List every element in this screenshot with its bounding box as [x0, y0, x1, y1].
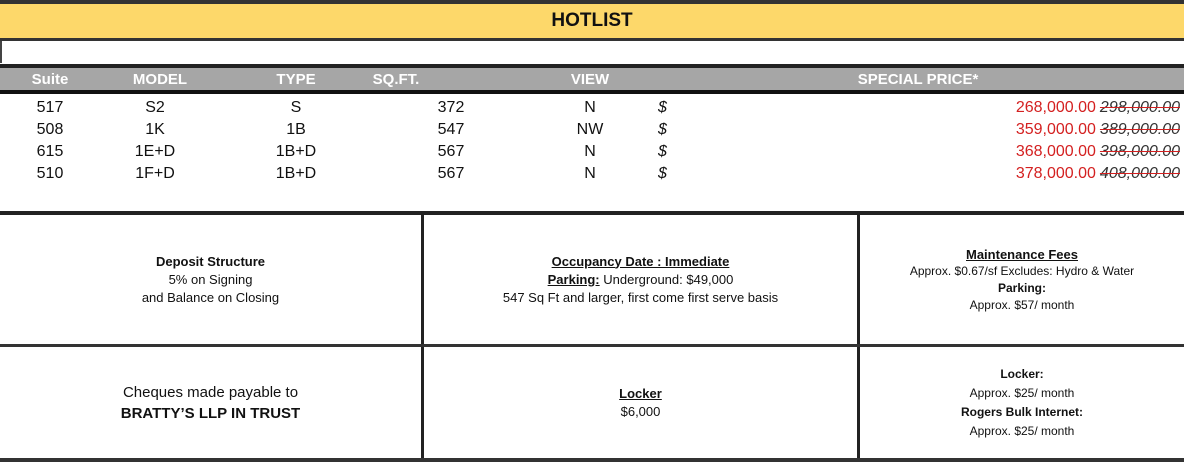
currency: $ [658, 99, 667, 116]
maintenance-fees: Maintenance Fees Approx. $0.67/sf Exclud… [860, 215, 1184, 344]
sqft: 547 [437, 121, 465, 138]
divider [0, 211, 1184, 215]
deposit-line: and Balance on Closing [141, 289, 280, 305]
type: 1B [286, 121, 306, 138]
view: N [584, 99, 596, 116]
price: 378,000.00 408,000.00 [1016, 165, 1180, 183]
maintenance-line: Approx. $0.67/sf Excludes: Hydro & Water [909, 263, 1135, 278]
sqft: 567 [437, 165, 465, 182]
parking-note: 547 Sq Ft and larger, first come first s… [502, 289, 779, 305]
cheques-info: Cheques made payable to BRATTY’S LLP IN … [0, 347, 421, 458]
internet-fee: Approx. $25/ month [969, 423, 1075, 438]
deposit-structure: Deposit Structure 5% on Signing and Bala… [0, 215, 421, 344]
suite: 517 [36, 99, 64, 116]
special-price: 368,000.00 [1015, 143, 1096, 160]
table-row: 517 S2 S 372 N $ 268,000.00 298,000.00 [0, 97, 1184, 119]
locker-fee: Approx. $25/ month [969, 385, 1075, 400]
divider [0, 458, 1184, 462]
deposit-line: 5% on Signing [168, 271, 253, 287]
page-title: HOTLIST [0, 0, 1184, 41]
col-model: MODEL [132, 71, 188, 88]
type: 1B+D [275, 165, 317, 182]
currency: $ [658, 121, 667, 138]
col-type: TYPE [276, 71, 316, 88]
locker-info: Locker $6,000 [424, 347, 857, 458]
model: S2 [145, 99, 165, 116]
original-price: 298,000.00 [1099, 99, 1180, 116]
maintenance-heading: Maintenance Fees [966, 246, 1078, 262]
sqft: 567 [437, 143, 465, 160]
spacer-row [0, 41, 1184, 63]
col-sqft: SQ.FT. [372, 71, 420, 88]
view: NW [576, 121, 604, 138]
table-header: Suite MODEL TYPE SQ.FT. VIEW SPECIAL PRI… [0, 64, 1184, 94]
deposit-heading: Deposit Structure [155, 253, 266, 269]
occupancy-heading: Occupancy Date : Immediate [551, 253, 730, 269]
table-row: 508 1K 1B 547 NW $ 359,000.00 389,000.00 [0, 119, 1184, 141]
table-row: 510 1F+D 1B+D 567 N $ 378,000.00 408,000.… [0, 163, 1184, 185]
col-suite: Suite [31, 71, 69, 88]
currency: $ [658, 165, 667, 182]
suite: 508 [36, 121, 64, 138]
currency: $ [658, 143, 667, 160]
price: 368,000.00 398,000.00 [1016, 143, 1180, 161]
view: N [584, 165, 596, 182]
model: 1K [145, 121, 165, 138]
locker-price: $6,000 [620, 403, 661, 419]
original-price: 398,000.00 [1099, 143, 1180, 160]
locker-label: Locker: [1000, 366, 1044, 381]
payee: BRATTY’S LLP IN TRUST [120, 404, 301, 422]
price: 268,000.00 298,000.00 [1016, 99, 1180, 117]
cheques-line: Cheques made payable to [122, 383, 299, 401]
divider [857, 213, 860, 462]
parking-fee: Approx. $57/ month [969, 297, 1075, 312]
internet-label: Rogers Bulk Internet: [960, 404, 1083, 419]
parking-value: Underground: $49,000 [599, 271, 734, 287]
suite: 615 [36, 143, 64, 160]
model: 1E+D [134, 143, 176, 160]
divider [421, 213, 424, 462]
special-price: 268,000.00 [1015, 99, 1096, 116]
original-price: 389,000.00 [1099, 121, 1180, 138]
parking-label: Parking: [547, 271, 600, 287]
table-row: 615 1E+D 1B+D 567 N $ 368,000.00 398,000.… [0, 141, 1184, 163]
original-price: 408,000.00 [1099, 165, 1180, 182]
parking-label: Parking: [997, 280, 1046, 295]
model: 1F+D [135, 165, 175, 182]
suite: 510 [36, 165, 64, 182]
type: 1B+D [275, 143, 317, 160]
sqft: 372 [437, 99, 465, 116]
occupancy-info: Occupancy Date : Immediate Parking: Unde… [424, 215, 857, 344]
special-price: 378,000.00 [1015, 165, 1096, 182]
special-price: 359,000.00 [1015, 121, 1096, 138]
divider [0, 344, 1184, 347]
view: N [584, 143, 596, 160]
col-view: VIEW [570, 71, 610, 88]
monthly-fees: Locker: Approx. $25/ month Rogers Bulk I… [860, 347, 1184, 458]
col-special-price: SPECIAL PRICE* [857, 71, 979, 88]
locker-heading: Locker [619, 385, 662, 401]
price: 359,000.00 389,000.00 [1016, 121, 1180, 139]
type: S [290, 99, 302, 116]
